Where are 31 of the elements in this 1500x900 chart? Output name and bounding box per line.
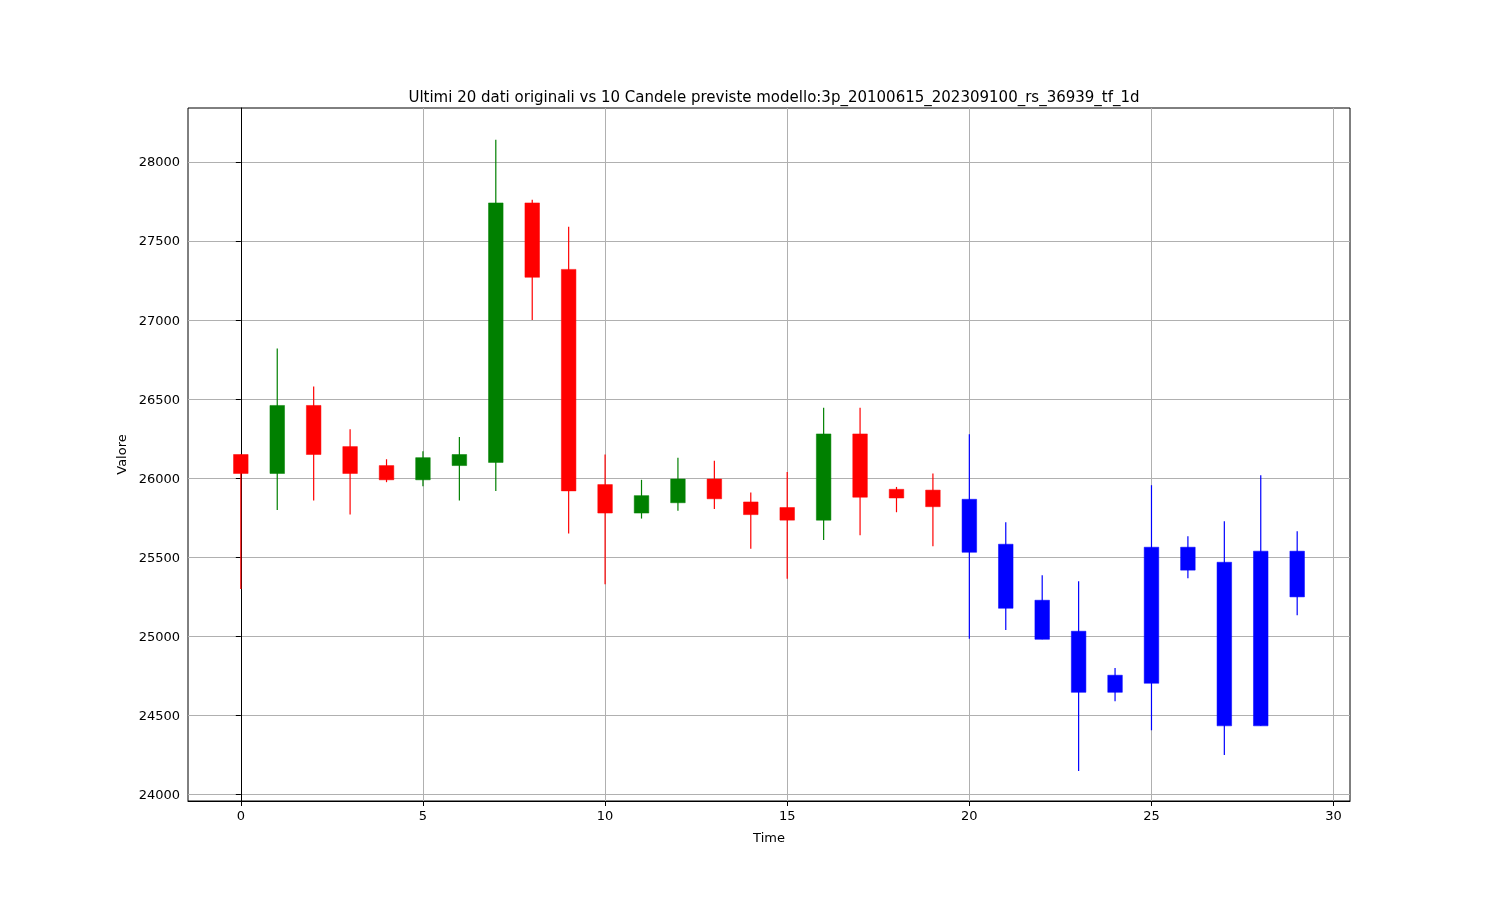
candlestick: [743, 491, 759, 550]
x-tick-label: 0: [236, 808, 245, 823]
candlestick: [633, 479, 650, 520]
y-tick-label: 26000: [138, 470, 180, 486]
y-tick-label: 28000: [138, 154, 180, 170]
candlestick: [706, 460, 722, 510]
candlestick: [670, 457, 686, 512]
chart-title: Ultimi 20 dati originali vs 10 Candele previste modello:3p_20100615_202309100_rs_36939_tf_1d: [408, 87, 1140, 107]
candlestick: [779, 471, 795, 580]
candlestick: [1180, 535, 1196, 579]
candlestick: [888, 486, 905, 513]
x-axis-title: Time: [752, 830, 785, 845]
x-tick-label: 20: [961, 808, 978, 823]
y-tick-label: 27500: [138, 233, 180, 249]
x-tick-label: 30: [1325, 808, 1342, 823]
candlestick: [415, 450, 431, 487]
y-tick-label: 26500: [138, 391, 180, 407]
candlestick: [925, 472, 941, 547]
candlestick: [1107, 667, 1123, 702]
x-tick-label: 10: [596, 808, 614, 823]
x-tick-label: 5: [418, 808, 428, 823]
y-tick-label: 25000: [138, 628, 180, 644]
x-tick-label: 25: [1143, 808, 1160, 823]
candlestick: [378, 458, 395, 483]
y-axis-title: Valore: [113, 434, 129, 475]
x-tick-label: 15: [778, 808, 796, 823]
y-tick-label: 24000: [138, 787, 180, 803]
y-tick-label: 27000: [138, 312, 180, 328]
y-tick-label: 25500: [138, 549, 180, 565]
y-tick-label: 24500: [138, 708, 180, 724]
candlestick: [451, 436, 467, 501]
